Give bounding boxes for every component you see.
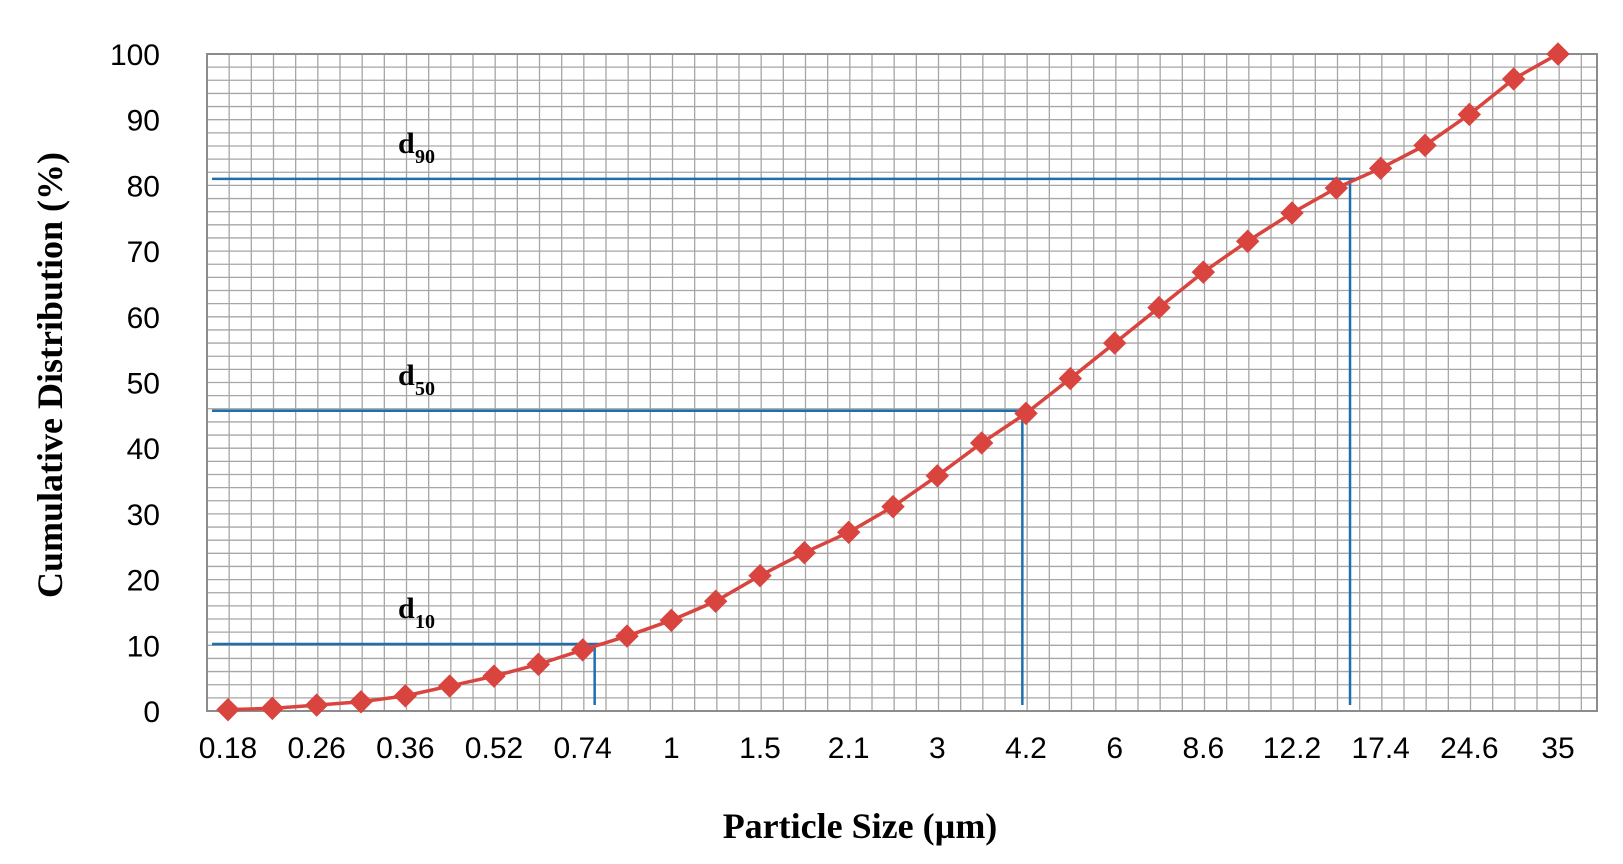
data-point-marker [260,696,285,721]
plot-area-border [206,53,1598,712]
data-point-marker [925,464,950,488]
reference-lines [212,177,1358,705]
x-tick-label: 12.2 [1263,732,1321,765]
y-tick-label: 60 [127,302,160,335]
y-tick-label: 0 [143,696,160,729]
d-annotations: d 10d 50d 90 [398,127,435,633]
data-point-marker [1501,67,1526,91]
data-point-marker [304,693,329,717]
x-tick-label: 0.74 [553,732,611,765]
y-tick-labels: 0 10 20 30 40 50 60 70 80 90 100 [110,39,160,729]
data-point-marker [526,652,551,677]
y-tick-label: 70 [127,236,160,269]
data-point-marker [1102,331,1127,355]
x-tick-label: 1.5 [739,732,781,765]
x-tick-label: 0.26 [287,732,345,765]
y-tick-label: 50 [127,368,160,401]
x-tick-label: 0.52 [465,732,523,765]
data-point-marker [1191,260,1216,284]
data-point-marker [1014,401,1038,426]
y-tick-label: 80 [127,170,160,203]
data-point-marker [216,697,240,722]
y-axis-title: Cumulative Distribution (%) [30,152,70,598]
data-point-marker [1324,176,1349,200]
data-point-marker [349,690,373,714]
data-point-marker [1058,366,1083,391]
x-axis-title: Particle Size (µm) [723,806,998,846]
x-tick-label: 8.6 [1182,732,1224,765]
x-tick-labels: 0.18 0.26 0.36 0.52 0.74 1 1.5 2.1 3 4.2 6 8.6 12.2 1… [199,732,1575,765]
y-tick-label: 90 [127,105,160,138]
data-point-marker [1368,156,1393,181]
x-tick-label: 0.36 [376,732,434,765]
d-label: d [398,127,415,160]
d-label-subscript: 10 [415,611,435,633]
d-label: d [398,592,415,625]
y-tick-label: 10 [127,630,160,663]
data-point-marker [881,494,905,519]
x-tick-label: 3 [929,732,946,765]
x-tick-label: 17.4 [1351,732,1409,765]
data-point-marker [1413,133,1437,158]
data-point-marker [437,674,462,698]
x-tick-label: 2.1 [828,732,870,765]
y-tick-label: 40 [127,433,160,466]
x-tick-label: 24.6 [1440,732,1498,765]
data-point-marker [1457,102,1482,127]
data-point-marker [482,664,506,688]
data-point-marker [703,589,728,613]
x-tick-label: 6 [1106,732,1123,765]
data-point-marker [570,638,595,662]
x-tick-label: 1 [663,732,680,765]
x-tick-label: 0.18 [199,732,257,765]
data-point-marker [836,520,861,545]
x-tick-label: 35 [1541,732,1574,765]
data-point-marker [792,540,817,565]
data-point-marker [615,624,639,648]
data-point-marker [1546,42,1570,66]
d-label-subscript: 90 [415,146,435,168]
data-point-marker [748,563,772,588]
series-line-group [216,42,1570,722]
data-point-marker [1235,229,1260,253]
chart-grid [207,54,1597,711]
data-point-marker [393,684,418,708]
y-tick-label: 100 [110,39,160,72]
y-tick-label: 30 [127,499,160,532]
data-point-marker [659,608,684,633]
d-label-subscript: 50 [415,378,435,400]
x-tick-label: 4.2 [1005,732,1047,765]
data-point-marker [1147,295,1171,320]
data-point-marker [969,431,994,455]
d-label: d [398,359,415,392]
data-point-marker [1280,201,1304,225]
y-tick-label: 20 [127,565,160,598]
